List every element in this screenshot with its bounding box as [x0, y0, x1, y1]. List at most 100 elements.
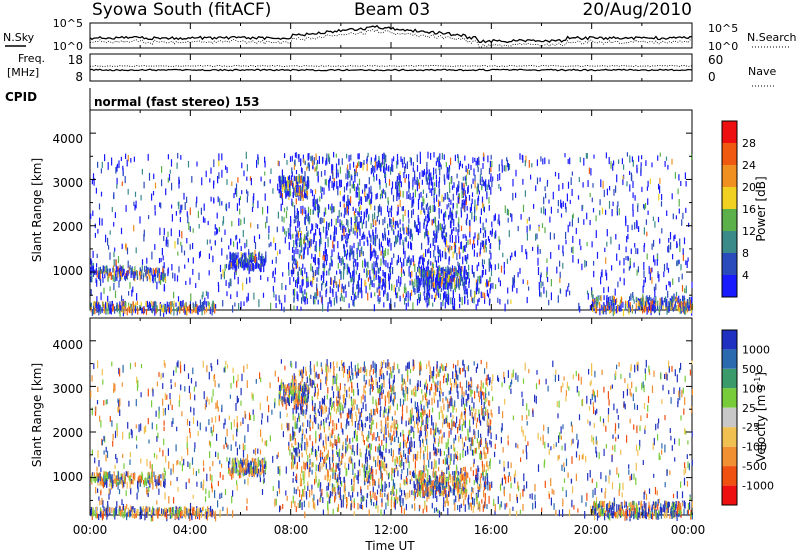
power-scatter-point: [434, 233, 436, 238]
power-scatter-point: [374, 161, 376, 168]
power-scatter-point: [427, 289, 429, 296]
power-scatter-point: [343, 213, 345, 218]
velocity-scatter-point: [275, 498, 277, 506]
velocity-scatter-point: [585, 455, 587, 463]
power-scatter-point: [208, 253, 210, 260]
velocity-scatter-point: [208, 419, 210, 426]
velocity-scatter-point: [168, 461, 170, 469]
velocity-scatter-point: [628, 469, 630, 475]
velocity-scatter-point: [151, 400, 153, 408]
velocity-scatter-point: [306, 461, 308, 467]
velocity-scatter-point: [605, 444, 607, 449]
power-scatter-point: [391, 187, 393, 195]
velocity-scatter-point: [114, 383, 116, 392]
power-scatter-point: [403, 242, 405, 250]
power-scatter-point: [423, 169, 425, 176]
power-scatter-point: [205, 301, 207, 307]
power-scatter-point: [385, 182, 387, 188]
power-scatter-point: [599, 303, 601, 309]
power-scatter-point: [474, 232, 476, 239]
power-scatter-point: [225, 263, 228, 269]
power-scatter-point: [209, 239, 211, 244]
power-scatter-point: [498, 242, 500, 251]
velocity-scatter-point: [388, 405, 390, 411]
power-scatter-point: [488, 205, 490, 211]
velocity-scatter-point: [194, 442, 196, 449]
power-scatter-point: [383, 302, 385, 308]
power-scatter-point: [408, 272, 410, 277]
power-scatter-point: [469, 219, 471, 227]
power-scatter-point: [567, 159, 569, 164]
power-scatter-point: [666, 307, 668, 315]
power-scatter-point: [605, 152, 607, 159]
power-scatter-point: [244, 261, 246, 270]
power-scatter-point: [608, 157, 610, 165]
power-scatter-point: [465, 289, 467, 295]
power-scatter-point: [447, 276, 449, 283]
power-scatter-point: [418, 217, 420, 225]
power-scatter-point: [339, 201, 341, 208]
power-scatter-point: [228, 264, 230, 271]
power-scatter-point: [228, 202, 230, 209]
velocity-scatter-point: [534, 483, 536, 492]
power-scatter-point: [367, 194, 369, 200]
power-scatter-point: [343, 244, 345, 253]
power-scatter-point: [682, 248, 684, 255]
power-scatter-point: [392, 217, 394, 222]
power-scatter-point: [283, 216, 285, 223]
power-scatter-point: [439, 168, 441, 176]
velocity-scatter-point: [105, 446, 107, 453]
power-scatter-point: [464, 234, 466, 239]
power-scatter-point: [199, 250, 201, 257]
power-scatter-point: [300, 255, 303, 260]
power-scatter-point: [388, 179, 391, 186]
power-scatter-point: [504, 205, 506, 214]
power-scatter-point: [308, 153, 310, 160]
velocity-scatter-point: [236, 484, 238, 491]
power-scatter-point: [422, 272, 424, 279]
power-scatter-point: [110, 305, 112, 314]
power-scatter-point: [559, 260, 561, 267]
power-scatter-point: [473, 249, 475, 257]
power-scatter-point: [314, 299, 316, 305]
velocity-scatter-point: [685, 430, 687, 435]
power-scatter-point: [462, 188, 464, 195]
velocity-scatter-point: [288, 423, 290, 431]
power-scatter-point: [362, 260, 364, 268]
power-scatter-point: [677, 304, 679, 312]
power-scatter-point: [679, 307, 681, 315]
velocity-scatter-point: [661, 449, 663, 455]
power-scatter-point: [449, 220, 452, 229]
velocity-scatter-point: [217, 500, 219, 508]
power-scatter-point: [684, 302, 686, 309]
velocity-scatter-point: [644, 503, 646, 511]
power-scatter-point: [117, 271, 119, 278]
power-scatter-point: [419, 294, 421, 301]
power-scatter-point: [455, 269, 457, 277]
power-scatter-point: [427, 249, 429, 254]
power-scatter-point: [310, 239, 312, 247]
power-scatter-point: [189, 207, 191, 216]
power-scatter-point: [498, 236, 500, 243]
power-scatter-point: [589, 192, 591, 198]
power-scatter-point: [458, 163, 460, 170]
velocity-scatter-point: [146, 488, 148, 495]
power-scatter-point: [553, 233, 555, 240]
power-scatter-point: [120, 156, 122, 162]
power-scatter-point: [494, 232, 496, 239]
power-scatter-point: [438, 156, 440, 162]
velocity-scatter-point: [91, 407, 93, 416]
velocity-scatter-point: [410, 416, 412, 424]
velocity-scatter-point: [329, 474, 331, 481]
power-scatter-point: [167, 231, 169, 237]
power-scatter-point: [658, 274, 660, 282]
power-scatter-point: [457, 155, 459, 164]
velocity-scatter-point: [581, 455, 583, 460]
power-scatter-point: [467, 187, 469, 194]
power-scatter-point: [388, 230, 390, 236]
power-scatter-point: [343, 195, 345, 203]
velocity-scatter-point: [537, 464, 540, 472]
velocity-scatter-point: [156, 424, 158, 431]
velocity-scatter-point: [112, 433, 114, 441]
